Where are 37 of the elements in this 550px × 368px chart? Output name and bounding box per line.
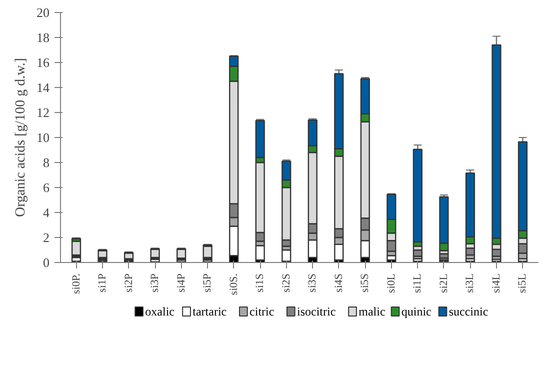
y-tick-label: 18 [36, 30, 50, 45]
y-tick-label: 20 [36, 5, 50, 20]
x-tick-label: si3S [306, 273, 319, 292]
x-tick-label: si4L [490, 273, 502, 294]
y-tick-label: 6 [43, 180, 50, 195]
x-tick-label: si3L [464, 273, 476, 294]
x-tick-label: si2L [438, 273, 450, 294]
y-tick-label: 14 [36, 80, 50, 95]
legend-label: citric [250, 304, 274, 318]
legend-label: oxalic [145, 304, 174, 318]
y-tick-label: 12 [36, 105, 50, 120]
x-tick-label: si0L [385, 273, 398, 294]
legend-label: tartaric [192, 304, 227, 318]
x-tick-label: si1S [254, 273, 266, 292]
legend-label: isocitric [297, 304, 336, 318]
y-tick-label: 4 [43, 205, 50, 220]
y-tick-label: 8 [43, 155, 50, 170]
y-axis-title: Organic acids [g/100 g d.w.] [14, 58, 28, 218]
y-tick-label: 0 [43, 255, 50, 270]
legend-label: quinic [401, 304, 432, 318]
y-tick-label: 10 [36, 130, 50, 145]
legend-label: succinic [448, 304, 488, 318]
y-tick-label: 2 [43, 230, 50, 245]
x-tick-label: si1P [96, 273, 109, 292]
x-tick-label: si0P. [70, 273, 82, 294]
legend-label: malic [358, 304, 386, 318]
x-tick-label: si5P [202, 273, 214, 292]
x-tick-label: si2S [280, 273, 292, 292]
x-tick-label: si4S [332, 273, 345, 292]
x-tick-label: si5L [516, 273, 529, 294]
x-tick-label: si1L [412, 273, 424, 294]
x-tick-label: si3P [149, 273, 162, 292]
y-tick-label: 16 [36, 55, 50, 70]
x-tick-label: si2P [122, 273, 135, 292]
x-tick-label: si5S [359, 273, 372, 292]
x-tick-label: si4P [175, 273, 188, 292]
x-tick-label: si0S. [228, 273, 240, 296]
